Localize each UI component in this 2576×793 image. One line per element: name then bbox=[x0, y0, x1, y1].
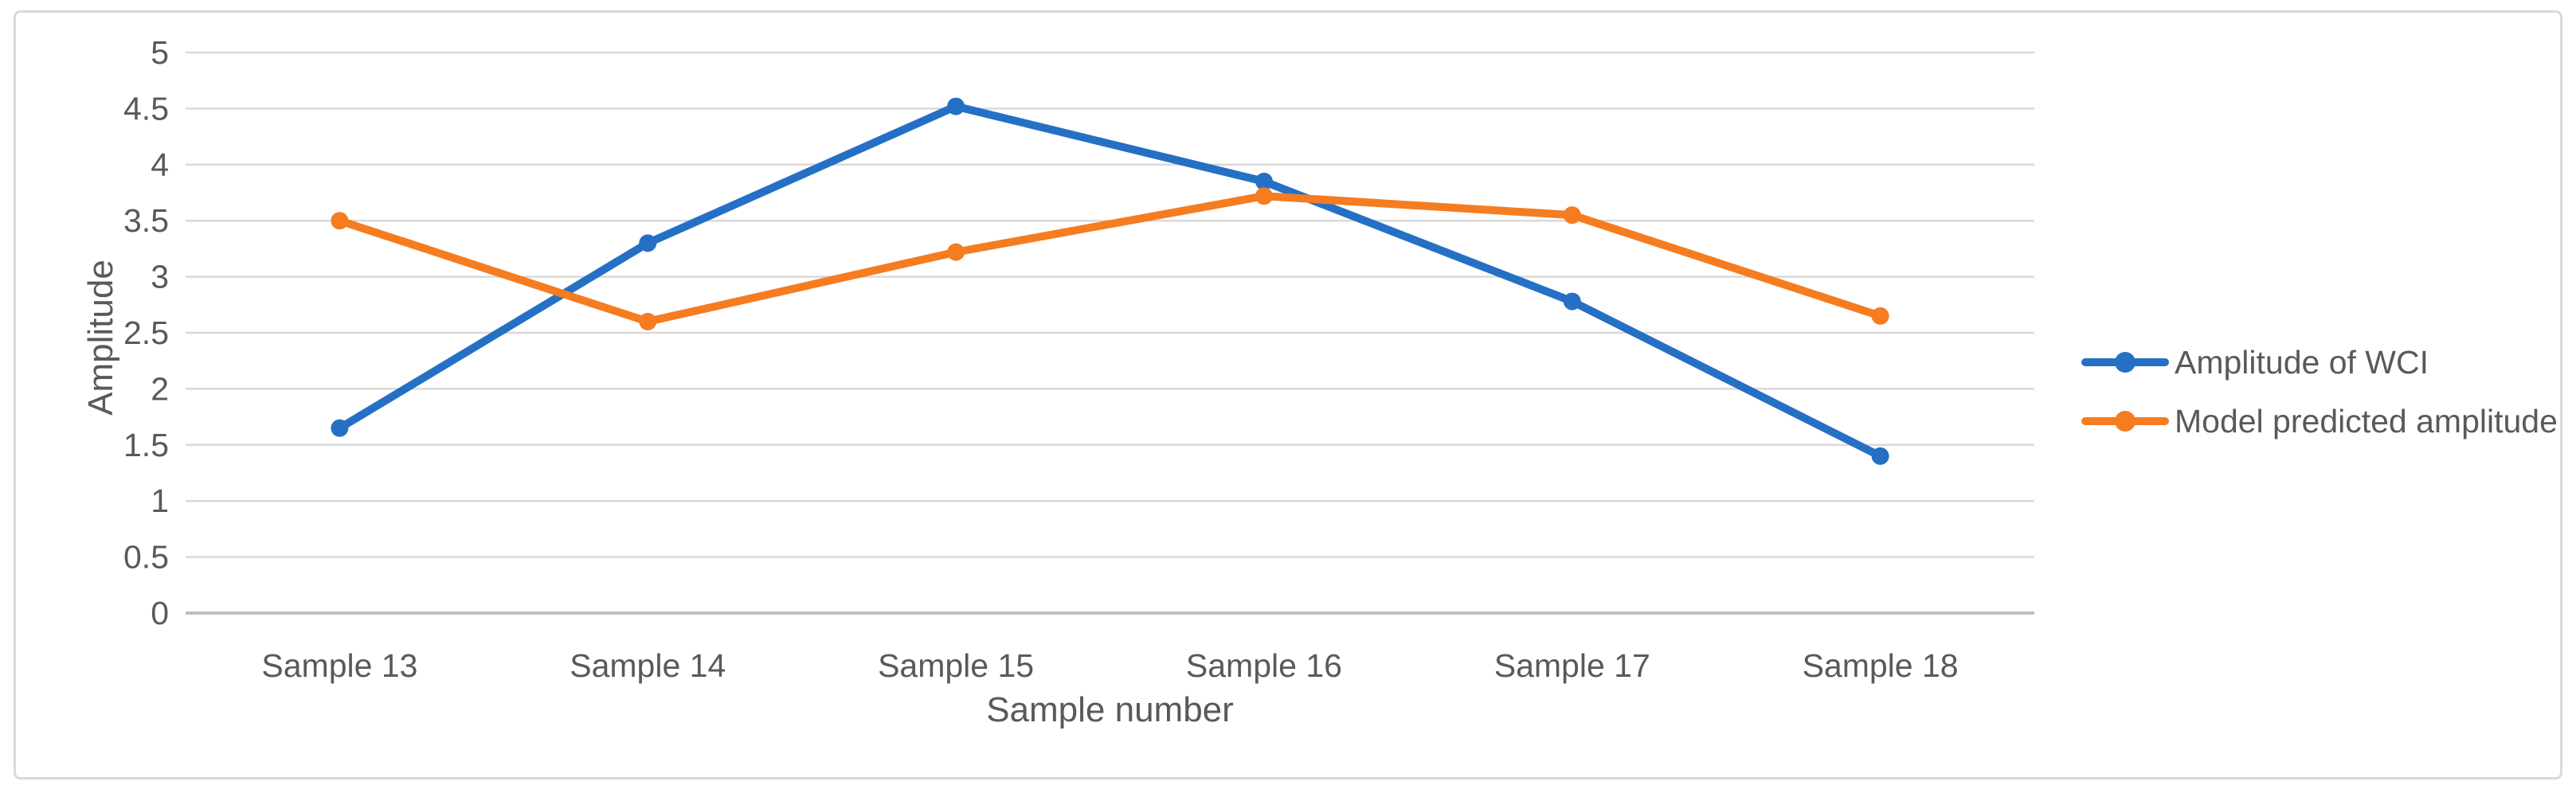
data-point-marker bbox=[639, 312, 657, 330]
y-tick-label: 1 bbox=[151, 482, 169, 519]
data-point-marker bbox=[1871, 307, 1889, 325]
y-tick-label: 1.5 bbox=[123, 427, 169, 463]
data-point-marker bbox=[639, 234, 657, 252]
data-point-marker bbox=[947, 243, 965, 261]
y-axis-title: Amplitude bbox=[81, 260, 120, 416]
y-tick-label: 0 bbox=[151, 595, 169, 631]
y-tick-label: 2 bbox=[151, 370, 169, 407]
x-axis-title: Sample number bbox=[986, 690, 1234, 729]
series-line bbox=[335, 192, 1885, 326]
x-tick-label: Sample 14 bbox=[570, 647, 726, 684]
x-tick-label: Sample 18 bbox=[1803, 647, 1959, 684]
x-tick-label: Sample 17 bbox=[1494, 647, 1650, 684]
legend-swatch-dot bbox=[2115, 411, 2136, 432]
y-tick-label: 3 bbox=[151, 259, 169, 295]
data-point-marker bbox=[331, 419, 349, 437]
figure-border bbox=[14, 10, 2562, 779]
y-tick-label: 3.5 bbox=[123, 202, 169, 239]
y-tick-label: 5 bbox=[151, 34, 169, 71]
legend-label: Amplitude of WCI bbox=[2175, 344, 2429, 381]
y-tick-label: 4 bbox=[151, 146, 169, 183]
data-point-marker bbox=[947, 97, 965, 115]
data-point-marker bbox=[331, 212, 349, 230]
y-tick-label: 4.5 bbox=[123, 90, 169, 127]
data-point-marker bbox=[1563, 292, 1581, 311]
data-point-marker bbox=[1255, 172, 1273, 190]
x-tick-label: Sample 16 bbox=[1186, 647, 1342, 684]
series-line bbox=[335, 102, 1885, 460]
x-tick-label: Sample 15 bbox=[878, 647, 1034, 684]
x-tick-label: Sample 13 bbox=[261, 647, 417, 684]
data-point-marker bbox=[1871, 447, 1889, 465]
data-point-marker bbox=[1563, 206, 1581, 225]
y-tick-label: 0.5 bbox=[123, 539, 169, 576]
legend-label: Model predicted amplitude bbox=[2175, 403, 2558, 439]
y-tick-label: 2.5 bbox=[123, 314, 169, 351]
legend-swatch-dot bbox=[2115, 352, 2136, 373]
data-point-marker bbox=[1255, 187, 1273, 205]
